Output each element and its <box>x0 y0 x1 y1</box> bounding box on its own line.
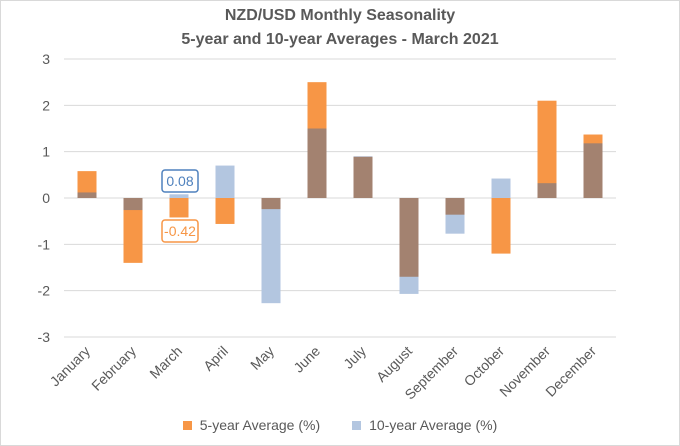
legend-label-5-year: 5-year Average (%) <box>199 417 321 433</box>
bar-group-june <box>307 82 327 198</box>
data-label: 0.08 <box>166 173 193 189</box>
bar-group-july <box>353 156 373 198</box>
legend-label-10-year: 10-year Average (%) <box>369 417 498 433</box>
x-tick-label: August <box>373 343 415 385</box>
bar-5-year <box>169 198 189 218</box>
bar-overlap <box>399 198 419 277</box>
y-tick-label: -2 <box>38 283 51 299</box>
callout-10-year: 0.08 <box>161 169 199 193</box>
callout-box <box>161 169 199 193</box>
bar-10-year <box>215 165 235 198</box>
y-tick-label: 2 <box>42 97 50 113</box>
callout-5-year: -0.42 <box>161 219 199 243</box>
bar-5-year <box>123 198 143 263</box>
bar-5-year <box>537 100 557 198</box>
x-tick-label: April <box>200 343 231 374</box>
bar-overlap <box>583 143 603 198</box>
bar-overlap <box>353 156 373 198</box>
y-tick-label: 3 <box>42 51 50 67</box>
x-tick-label: May <box>247 343 277 373</box>
legend: 5-year Average (%) 10-year Average (%) <box>0 417 680 433</box>
bar-10-year <box>261 198 281 304</box>
bar-5-year <box>491 198 511 254</box>
bar-group-february <box>123 198 143 263</box>
y-tick-label: 0 <box>42 190 50 206</box>
bar-10-year <box>169 194 189 198</box>
bar-5-year <box>215 198 235 224</box>
legend-item-10-year: 10-year Average (%) <box>352 417 497 433</box>
bar-group-january <box>77 171 97 198</box>
x-tick-label: July <box>340 343 369 372</box>
x-tick-label: December <box>542 343 599 400</box>
x-tick-label: January <box>47 343 94 390</box>
bar-overlap <box>537 183 557 198</box>
bar-10-year <box>491 178 511 198</box>
legend-item-5-year: 5-year Average (%) <box>182 417 321 433</box>
bar-overlap <box>77 192 97 198</box>
x-tick-label: March <box>146 343 185 382</box>
x-tick-label: June <box>290 343 323 376</box>
bar-overlap <box>261 198 281 210</box>
bar-overlap <box>123 198 143 211</box>
bar-5-year <box>77 171 97 198</box>
y-tick-label: 1 <box>42 144 50 160</box>
bar-group-april <box>215 165 235 224</box>
x-tick-label: February <box>88 343 139 394</box>
bar-group-september <box>445 198 465 234</box>
y-tick-label: -1 <box>38 236 51 252</box>
bar-overlap <box>445 198 465 215</box>
bar-group-december <box>583 134 603 198</box>
bar-group-august <box>399 198 419 294</box>
legend-swatch-5-year <box>182 420 192 430</box>
bar-overlap <box>307 128 327 198</box>
bar-group-october <box>491 178 511 254</box>
data-label: -0.42 <box>164 223 196 239</box>
bar-group-march <box>169 194 189 218</box>
bar-group-may <box>261 198 281 304</box>
bar-group-november <box>537 100 557 198</box>
chart-subtitle: 5-year and 10-year Averages - March 2021 <box>181 31 499 48</box>
callout-box <box>161 219 199 243</box>
legend-swatch-10-year <box>352 420 362 430</box>
chart-title: NZD/USD Monthly Seasonality <box>224 7 456 24</box>
x-tick-label: October <box>461 343 508 390</box>
y-tick-label: -3 <box>38 329 51 345</box>
